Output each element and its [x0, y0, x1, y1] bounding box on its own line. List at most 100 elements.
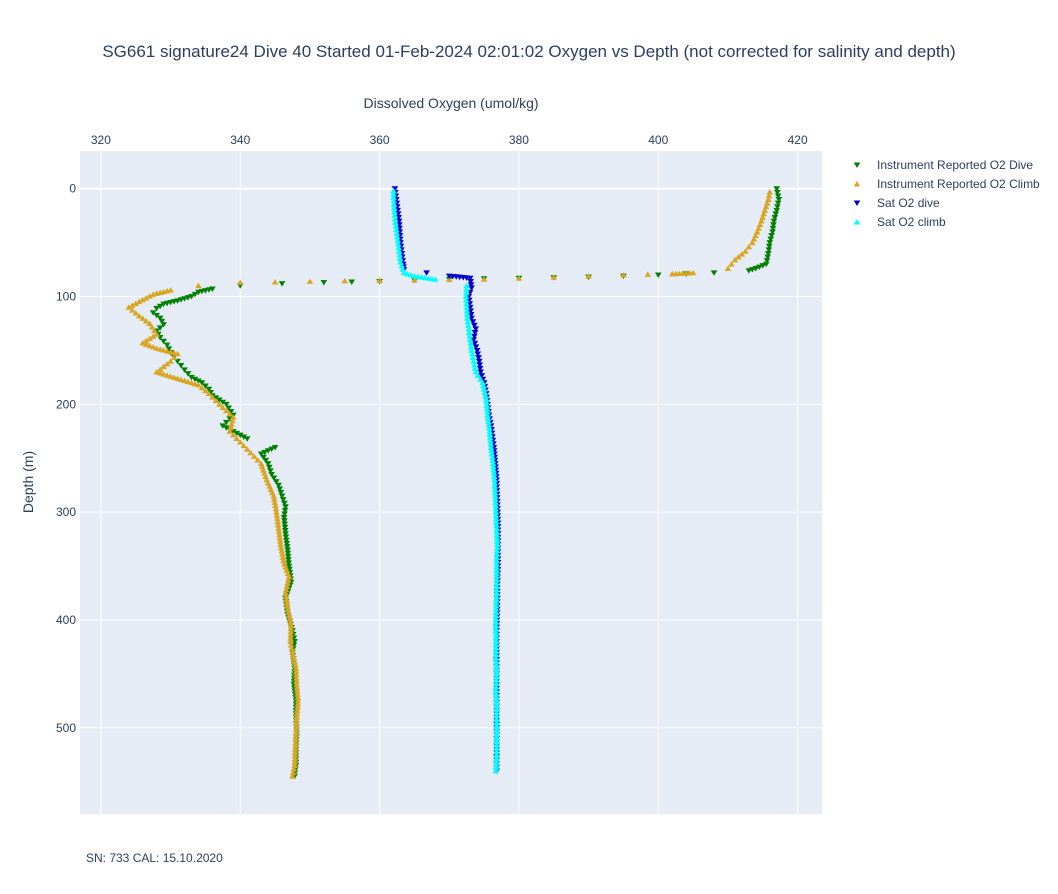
- data-point: [480, 276, 488, 282]
- data-point: [191, 291, 199, 298]
- data-point: [392, 219, 399, 225]
- legend-item[interactable]: Sat O2 dive: [853, 196, 940, 210]
- data-point: [229, 417, 236, 424]
- data-point: [735, 254, 742, 260]
- data-point: [283, 567, 291, 573]
- data-point: [156, 303, 164, 310]
- data-point: [492, 512, 500, 518]
- data-point: [277, 489, 285, 496]
- data-point: [492, 496, 499, 502]
- data-point: [205, 386, 213, 393]
- data-point: [472, 369, 480, 375]
- data-point: [463, 311, 471, 317]
- data-point: [279, 497, 287, 503]
- data-point: [393, 226, 400, 233]
- data-point: [290, 642, 298, 649]
- data-point: [285, 563, 293, 570]
- plot-area: [80, 151, 822, 814]
- data-point: [462, 289, 470, 296]
- data-point: [476, 365, 484, 372]
- data-point: [772, 211, 780, 217]
- data-point: [480, 386, 488, 392]
- legend-item[interactable]: Sat O2 climb: [853, 215, 946, 229]
- data-point: [125, 304, 133, 310]
- data-point: [489, 460, 497, 467]
- data-point: [287, 622, 295, 628]
- data-point: [468, 285, 475, 291]
- data-point: [471, 340, 479, 347]
- data-point: [280, 557, 287, 564]
- data-point: [492, 648, 500, 654]
- legend-item[interactable]: Instrument Reported O2 Dive: [853, 158, 1034, 172]
- data-point: [167, 287, 174, 293]
- data-point: [465, 329, 473, 335]
- data-point: [135, 312, 143, 319]
- data-point: [268, 489, 276, 496]
- data-point: [774, 204, 781, 210]
- data-point: [225, 405, 232, 411]
- data-point: [160, 363, 167, 370]
- data-point: [462, 297, 470, 303]
- data-point: [493, 725, 500, 732]
- data-point: [493, 742, 500, 748]
- data-point: [471, 329, 479, 336]
- data-point: [290, 766, 298, 772]
- data-point: [202, 383, 209, 389]
- data-point: [761, 207, 769, 213]
- data-point: [464, 318, 472, 325]
- data-point: [277, 544, 285, 551]
- legend[interactable]: Instrument Reported O2 Dive Instrument Re…: [853, 158, 1040, 229]
- data-point: [292, 733, 300, 739]
- data-point: [466, 304, 474, 311]
- data-point: [341, 277, 349, 284]
- data-point: [149, 310, 157, 316]
- data-point: [465, 325, 473, 332]
- data-point: [283, 540, 291, 547]
- data-point: [493, 699, 500, 706]
- data-point: [493, 745, 500, 751]
- data-point: [489, 454, 496, 460]
- data-point: [492, 615, 500, 622]
- y-tick-labels: 0 100 200 300 400 500: [56, 182, 76, 735]
- data-point: [395, 248, 403, 254]
- data-point: [493, 758, 500, 764]
- data-point: [291, 749, 299, 756]
- x-tick-label: 340: [230, 133, 250, 147]
- data-point: [467, 278, 474, 285]
- legend-item[interactable]: Instrument Reported O2 Climb: [853, 177, 1040, 191]
- data-point: [142, 295, 150, 301]
- data-point: [291, 759, 299, 765]
- data-point: [287, 625, 295, 632]
- data-point: [260, 454, 267, 461]
- data-point: [219, 399, 227, 406]
- data-point: [492, 761, 500, 767]
- data-point: [492, 625, 500, 632]
- data-point: [229, 428, 237, 435]
- data-point: [492, 638, 500, 644]
- data-point: [227, 424, 234, 431]
- data-point: [135, 298, 143, 305]
- data-point: [394, 237, 402, 243]
- data-point: [483, 405, 491, 412]
- data-point: [731, 256, 739, 263]
- data-point: [287, 642, 295, 648]
- data-point: [484, 412, 491, 418]
- data-point: [492, 602, 500, 609]
- data-point: [292, 726, 300, 733]
- data-point: [493, 712, 500, 719]
- legend-marker-icon: [853, 162, 861, 168]
- data-point: [281, 527, 289, 534]
- data-point: [492, 764, 500, 771]
- data-point: [267, 468, 274, 474]
- data-point: [289, 769, 297, 776]
- x-tick-label: 400: [648, 133, 668, 147]
- data-point: [486, 431, 494, 438]
- data-point: [492, 693, 500, 699]
- data-point: [474, 372, 482, 379]
- data-point: [769, 229, 776, 235]
- data-point: [264, 461, 272, 467]
- data-point: [493, 583, 500, 590]
- data-point: [493, 590, 500, 596]
- data-point: [492, 499, 499, 505]
- data-point: [271, 444, 279, 451]
